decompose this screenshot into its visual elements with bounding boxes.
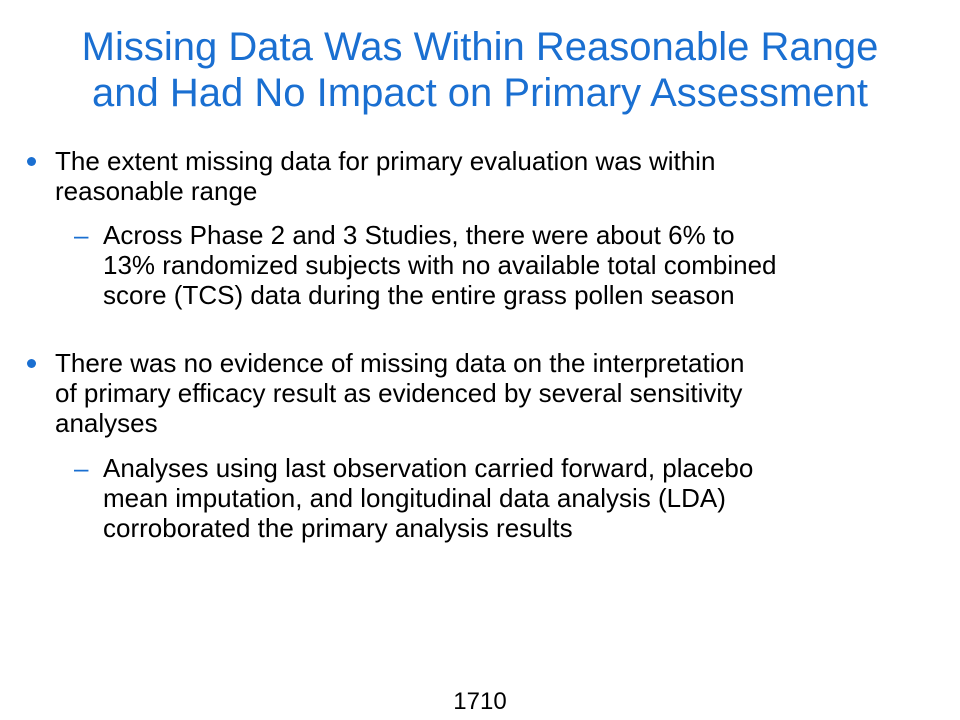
bullet-dot-icon xyxy=(27,157,36,166)
bullet-text-line: of primary efficacy result as evidenced … xyxy=(55,378,743,408)
bullet-text-line: analyses xyxy=(55,408,158,438)
sub-bullet-dash-icon: – xyxy=(74,220,89,250)
page-number: 1710 xyxy=(453,688,507,715)
bullet-dot-icon xyxy=(27,359,36,368)
bullet-text: The extent missing data for primary eval… xyxy=(55,146,945,206)
sub-bullet-text-line: Across Phase 2 and 3 Studies, there were… xyxy=(103,220,735,250)
bullet-text-line: reasonable range xyxy=(55,176,258,206)
sub-bullet-text-line: 13% randomized subjects with no availabl… xyxy=(103,250,777,280)
slide-title-line: Missing Data Was Within Reasonable Range xyxy=(81,25,879,69)
bullet-text: There was no evidence of missing data on… xyxy=(55,348,945,438)
bullet-text-line: The extent missing data for primary eval… xyxy=(55,146,716,176)
sub-bullet-text-line: score (TCS) data during the entire grass… xyxy=(103,280,735,310)
slide-title: Missing Data Was Within Reasonable Range… xyxy=(20,24,940,116)
sub-bullet-dash-icon: – xyxy=(74,453,89,483)
sub-bullet-text-line: Analyses using last observation carried … xyxy=(103,453,754,483)
slide-title-line: and Had No Impact on Primary Assessment xyxy=(92,71,868,115)
bullet-text-line: There was no evidence of missing data on… xyxy=(55,348,745,378)
sub-bullet-text: Analyses using last observation carried … xyxy=(103,453,953,543)
sub-bullet-text-line: mean imputation, and longitudinal data a… xyxy=(103,483,726,513)
sub-bullet-text-line: corroborated the primary analysis result… xyxy=(103,513,573,543)
sub-bullet-text: Across Phase 2 and 3 Studies, there were… xyxy=(103,220,953,310)
